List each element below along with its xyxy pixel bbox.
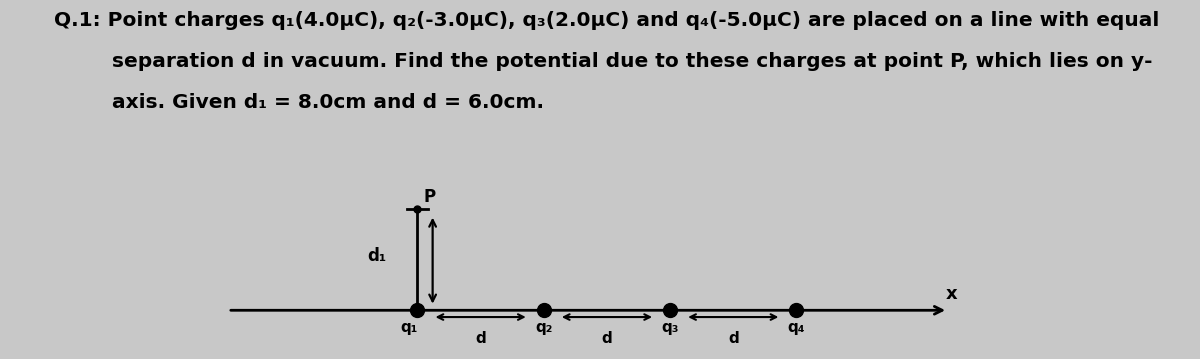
Text: Q.1: Point charges q₁(4.0μC), q₂(-3.0μC), q₃(2.0μC) and q₄(-5.0μC) are placed on: Q.1: Point charges q₁(4.0μC), q₂(-3.0μC)… <box>54 11 1159 30</box>
Text: P: P <box>424 188 436 206</box>
Text: d₁: d₁ <box>367 247 386 265</box>
Text: d: d <box>728 331 739 346</box>
Text: q₂: q₂ <box>535 320 552 335</box>
Text: q₄: q₄ <box>787 320 805 335</box>
Text: d: d <box>601 331 612 346</box>
Text: x: x <box>946 285 958 303</box>
Text: separation d in vacuum. Find the potential due to these charges at point P, whic: separation d in vacuum. Find the potenti… <box>112 52 1152 71</box>
Text: q₁: q₁ <box>400 320 418 335</box>
Text: q₃: q₃ <box>661 320 679 335</box>
Text: d: d <box>475 331 486 346</box>
Text: axis. Given d₁ = 8.0cm and d = 6.0cm.: axis. Given d₁ = 8.0cm and d = 6.0cm. <box>112 93 544 112</box>
